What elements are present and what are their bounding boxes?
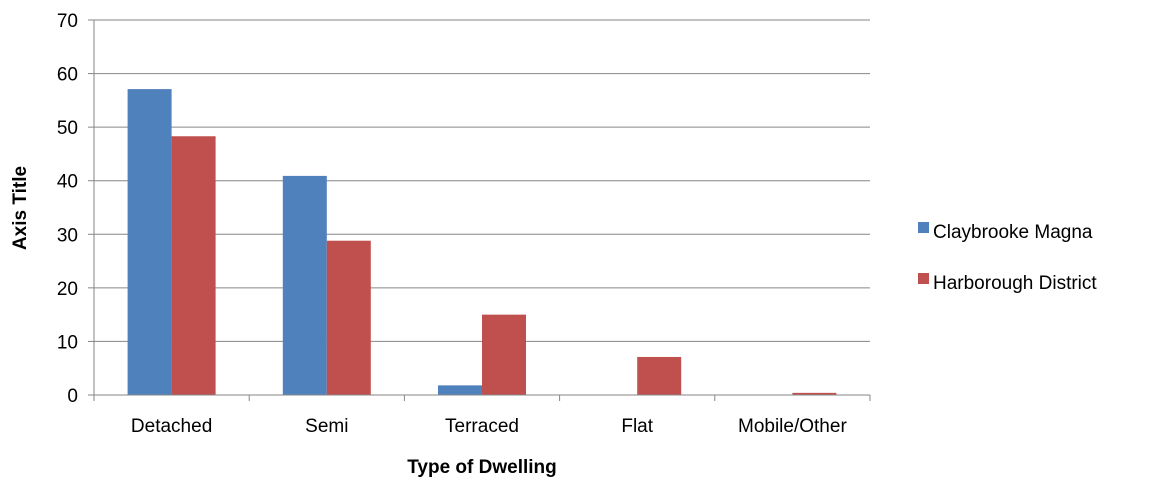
bar-harborough-district-semi xyxy=(326,240,371,395)
x-tick-label-flat: Flat xyxy=(621,416,653,437)
bar-harborough-district-terraced xyxy=(482,314,526,395)
bar-harborough-district-flat xyxy=(637,356,682,395)
bar-claybrooke-magna-semi xyxy=(282,175,327,395)
x-tick-label-terraced: Terraced xyxy=(445,416,519,437)
legend-label-claybrooke-magna: Claybrooke Magna xyxy=(933,222,1093,243)
legend: Claybrooke Magna Harborough District xyxy=(918,222,1097,294)
legend-swatch-harborough-district xyxy=(918,273,929,284)
y-tick-label-50: 50 xyxy=(57,118,78,139)
y-axis-title: Axis Title xyxy=(10,166,31,250)
x-tick-label-semi: Semi xyxy=(305,416,348,437)
y-tick-label-60: 60 xyxy=(57,65,78,86)
gridlines xyxy=(94,19,870,342)
tick-labels: 0 10 20 30 40 50 60 70 Detached Semi Terraced Flat M… xyxy=(57,11,848,437)
x-tick-label-mobile-other: Mobile/Other xyxy=(738,416,847,437)
bar-harborough-district-mobile-other xyxy=(792,392,837,395)
x-tick-label-detached: Detached xyxy=(131,416,212,437)
y-tick-label-10: 10 xyxy=(57,332,78,353)
y-tick-label-20: 20 xyxy=(57,279,78,300)
bar-claybrooke-magna-detached xyxy=(127,89,172,395)
y-tick-label-30: 30 xyxy=(57,225,78,246)
bar-harborough-district-detached xyxy=(171,136,216,395)
x-axis-title: Type of Dwelling xyxy=(407,457,557,478)
legend-swatch-claybrooke-magna xyxy=(918,222,929,233)
legend-label-harborough-district: Harborough District xyxy=(933,273,1097,294)
bar-claybrooke-magna-terraced xyxy=(438,385,482,395)
axes xyxy=(88,19,871,401)
y-tick-label-40: 40 xyxy=(57,172,78,193)
y-tick-label-0: 0 xyxy=(67,386,78,407)
bars xyxy=(127,89,837,395)
y-tick-label-70: 70 xyxy=(57,11,78,32)
